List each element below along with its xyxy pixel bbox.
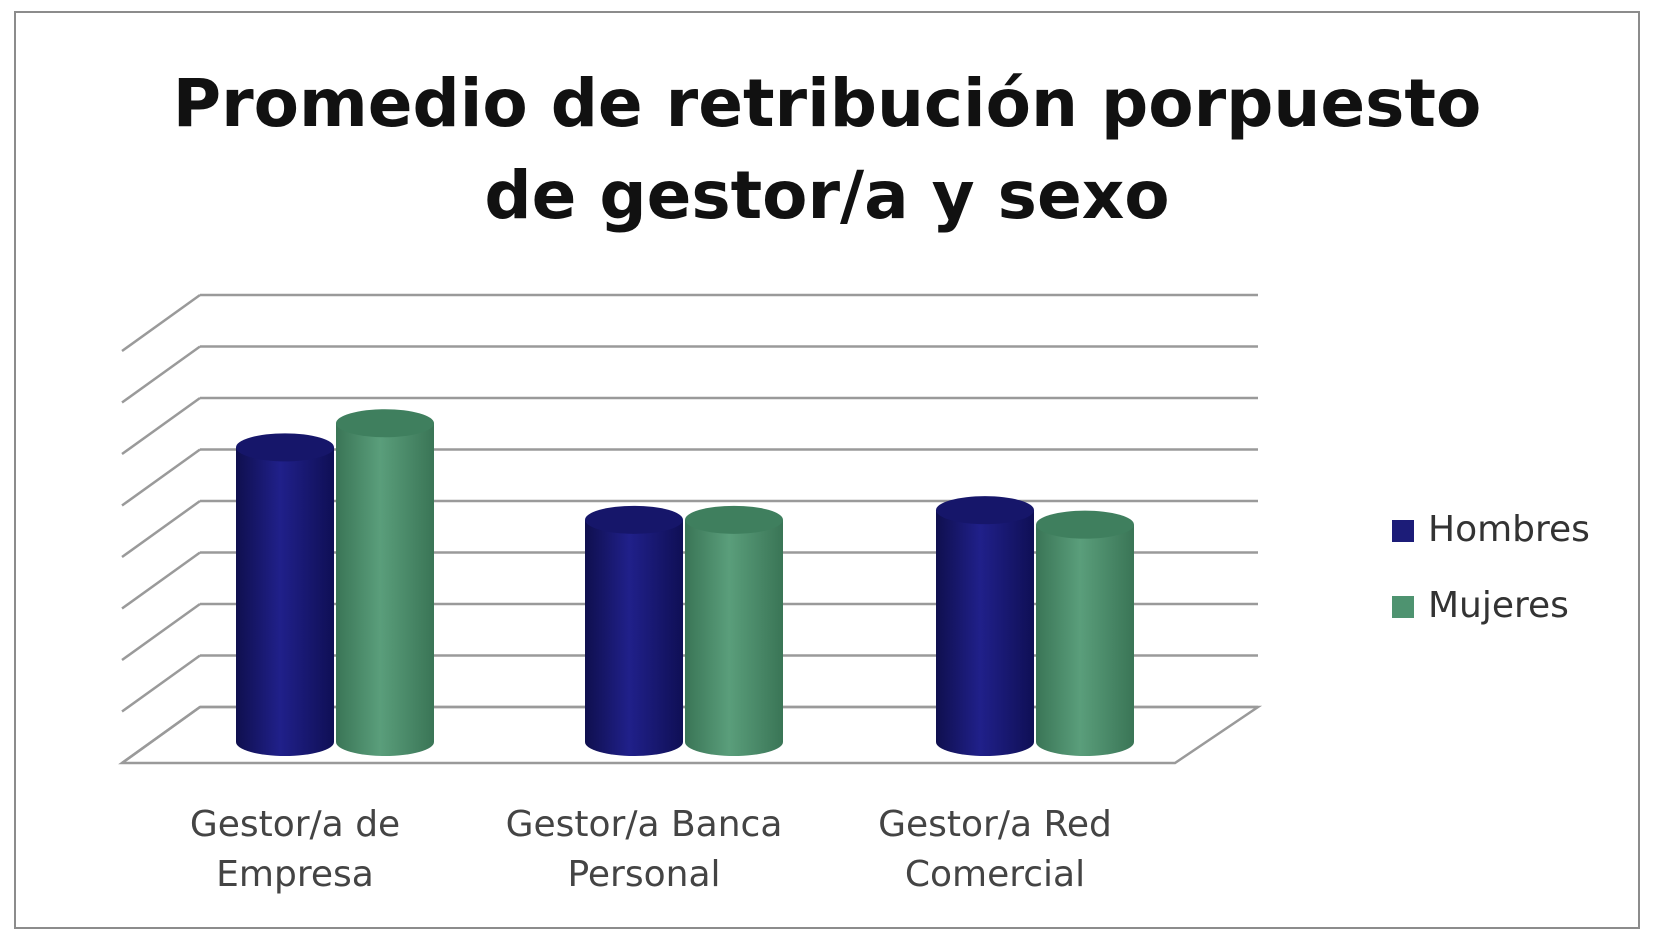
x-tick-label-line: Empresa — [216, 854, 374, 895]
chart-title: Promedio de retribución porpuesto de ges… — [0, 58, 1654, 242]
bar-body — [336, 423, 434, 756]
bar-hombres-2 — [936, 496, 1034, 756]
gridline-side — [121, 293, 201, 353]
x-tick-label-line: Comercial — [904, 854, 1086, 895]
gridline-side — [121, 654, 201, 713]
gridline-side — [121, 396, 201, 456]
gridline-side — [121, 551, 201, 610]
bar-body — [936, 510, 1034, 756]
x-tick-label-line: Personal — [567, 854, 721, 895]
gridline-side — [121, 345, 201, 404]
chart-title-line-1: Promedio de retribución porpuesto — [172, 65, 1482, 142]
bar-mujeres-1 — [685, 505, 783, 756]
gridline-side — [121, 602, 201, 662]
bar-layer — [236, 409, 1134, 756]
x-tick-label-line: Gestor/a Red — [878, 804, 1112, 845]
legend-swatch-mujeres — [1392, 596, 1414, 618]
x-tick-label-line: Gestor/a de — [189, 804, 401, 845]
bar-top — [685, 505, 783, 534]
gridline-side — [121, 448, 201, 507]
chart-floor — [118, 705, 1263, 765]
bar-top — [585, 505, 683, 534]
x-tick-label: Gestor/a Red Comercial — [835, 800, 1155, 900]
bar-body — [236, 447, 334, 756]
bar-top — [336, 409, 434, 438]
bar-hombres-1 — [585, 505, 683, 756]
bar-hombres-0 — [236, 433, 334, 756]
legend-label-hombres: Hombres — [1428, 509, 1590, 550]
x-tick-label: Gestor/a Banca Personal — [484, 800, 804, 900]
bar-body — [685, 519, 783, 756]
bar-top — [1036, 510, 1134, 539]
gridline-side — [121, 499, 201, 559]
bar-body — [1036, 524, 1134, 756]
bar-top — [936, 496, 1034, 525]
legend-label-mujeres: Mujeres — [1428, 585, 1569, 626]
bar-mujeres-0 — [336, 409, 434, 756]
bar-mujeres-2 — [1036, 510, 1134, 756]
x-tick-label: Gestor/a de Empresa — [135, 800, 455, 900]
chart-title-line-2: de gestor/a y sexo — [484, 157, 1170, 234]
bar-top — [236, 433, 334, 462]
legend-swatch-hombres — [1392, 520, 1414, 542]
bar-body — [585, 519, 683, 756]
x-tick-label-line: Gestor/a Banca — [505, 804, 783, 845]
